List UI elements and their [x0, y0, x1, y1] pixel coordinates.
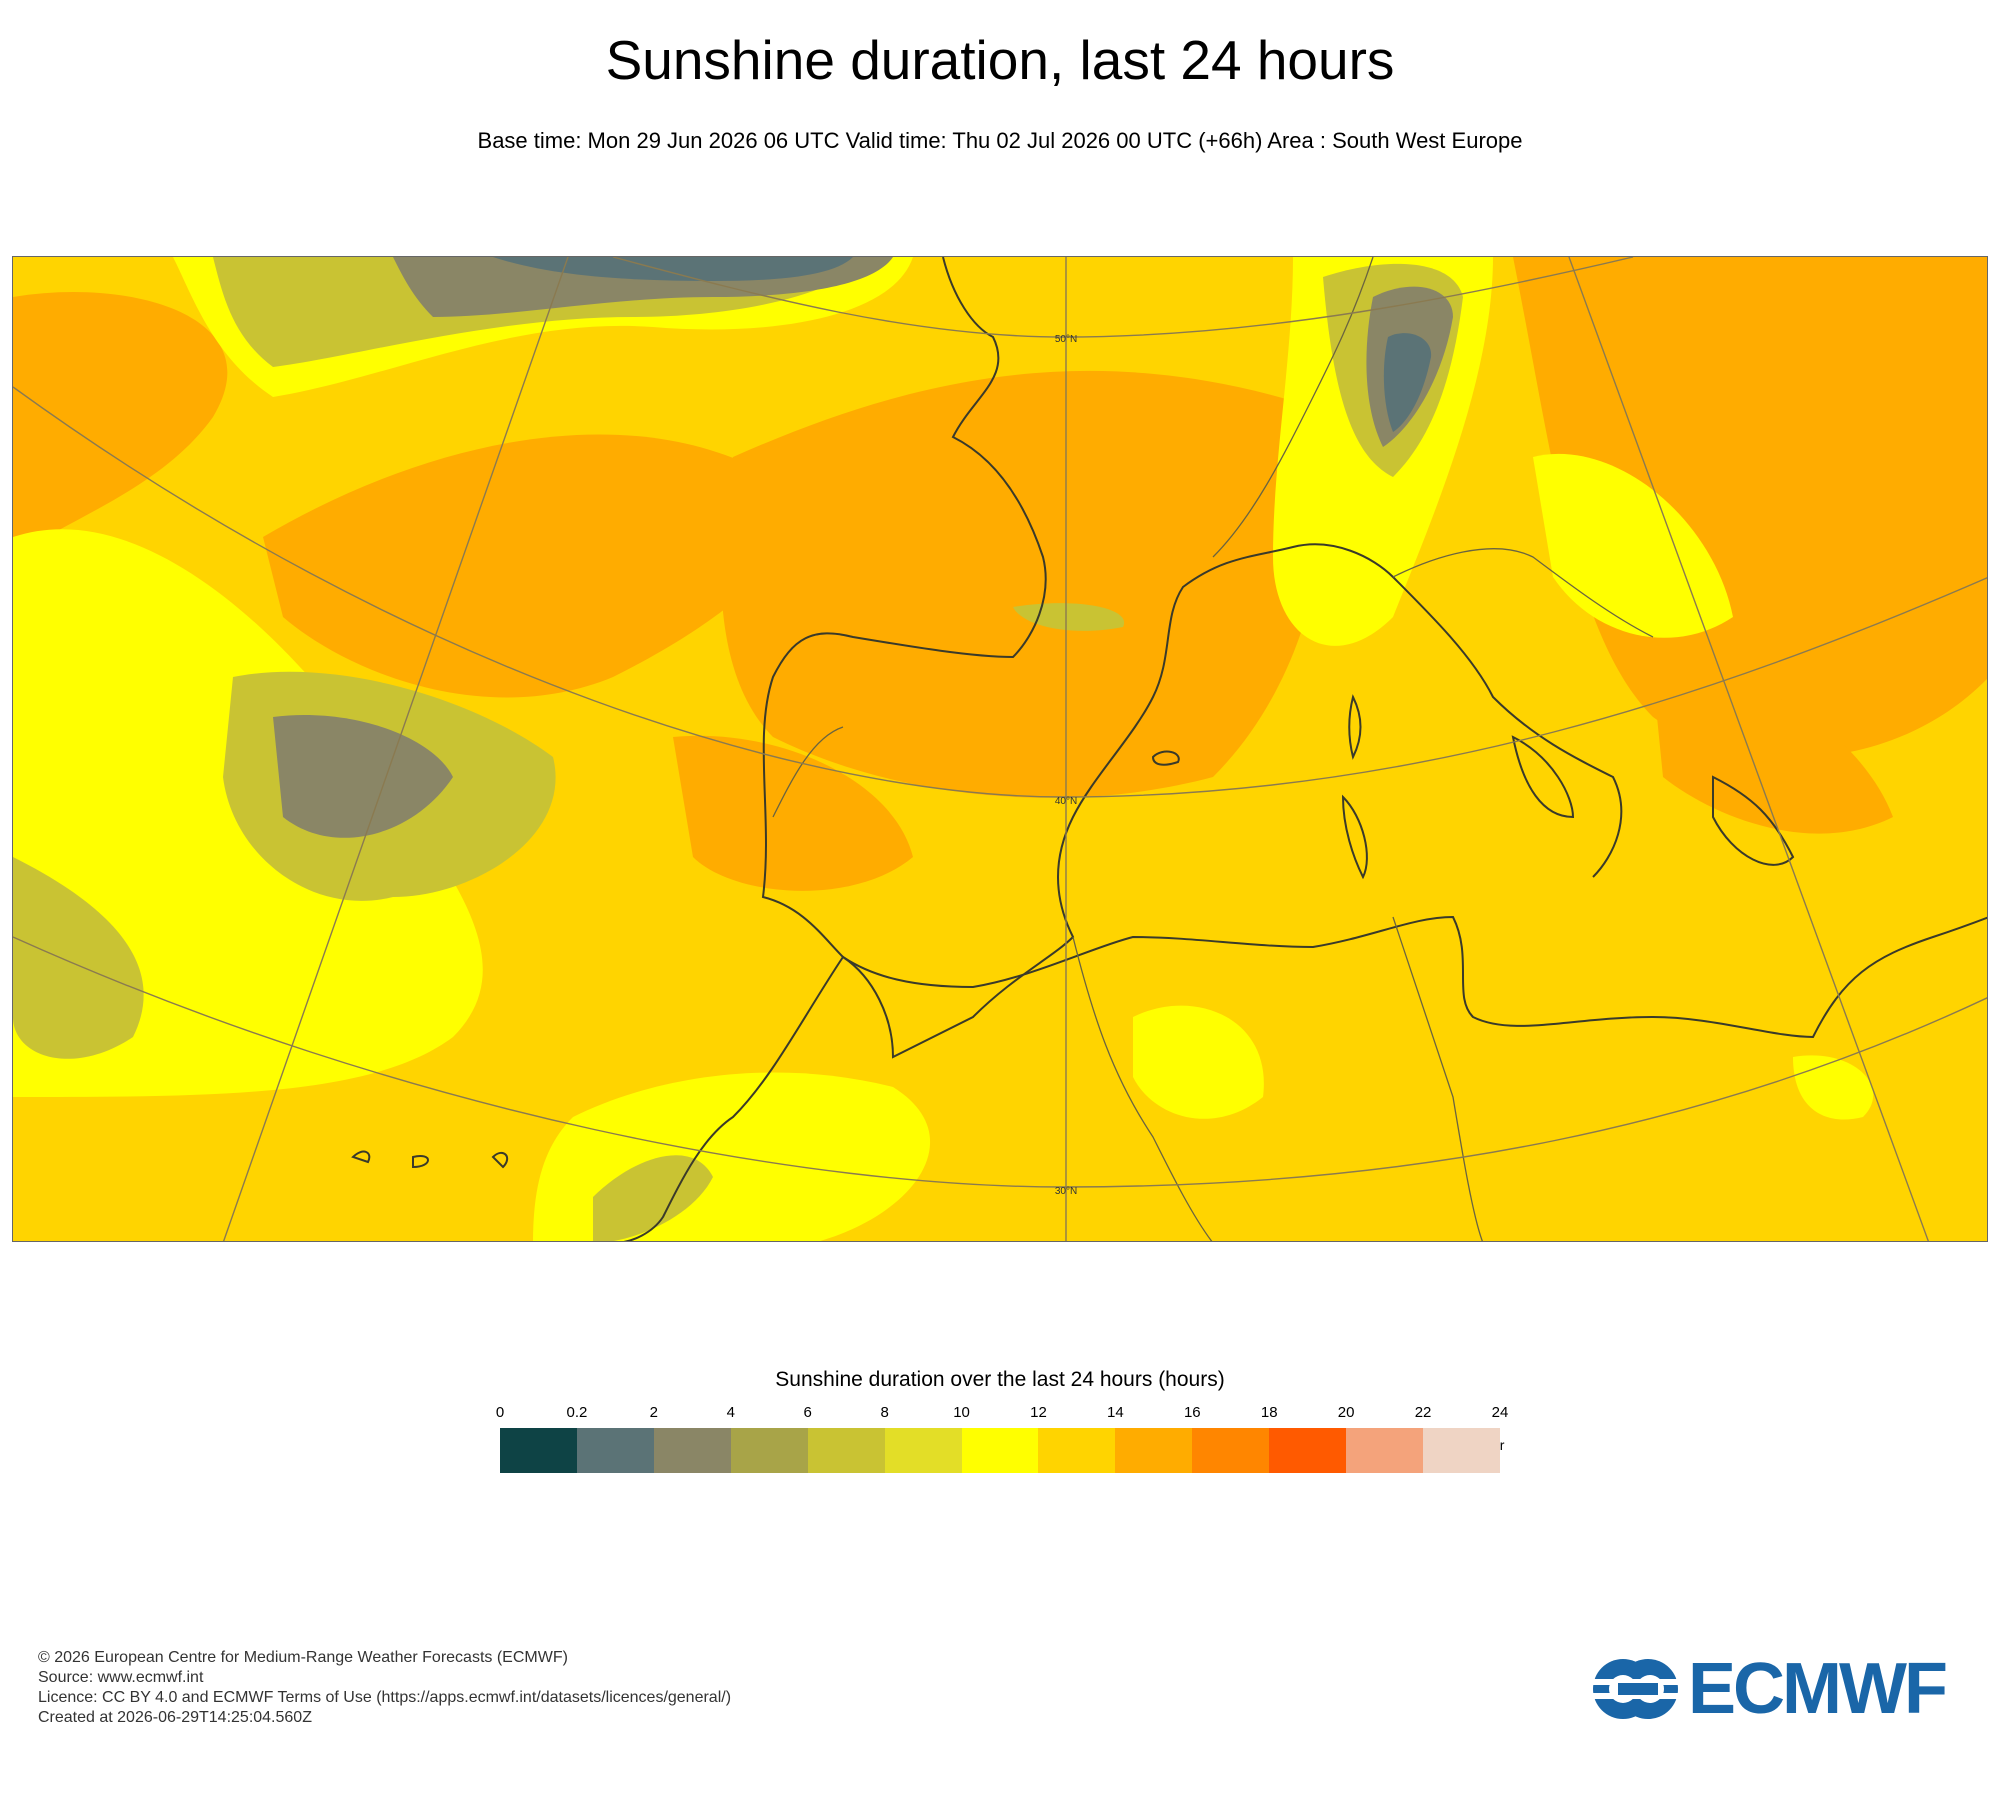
legend-swatch — [653, 1428, 732, 1473]
latitude-label-30n: 30°N — [1055, 1186, 1077, 1197]
legend-tick-label: 20 — [1337, 1404, 1355, 1421]
map-subtitle: Base time: Mon 29 Jun 2026 06 UTC Valid … — [477, 128, 1523, 153]
region-orange — [721, 370, 1325, 798]
legend-swatch — [884, 1428, 963, 1473]
legend-tick-label: 2 — [649, 1404, 659, 1421]
legend-tick-label: 16 — [1183, 1404, 1201, 1421]
legend-tick-label: 10 — [953, 1404, 970, 1421]
parallel-line — [13, 936, 1987, 1188]
border-line — [772, 726, 844, 818]
border-line — [1072, 936, 1213, 1241]
source-text: Source: www.ecmwf.int — [38, 1669, 204, 1686]
sunshine-field: 50°N 40°N 30°N — [13, 257, 1987, 1241]
legend-tick-label: 12 — [1030, 1404, 1047, 1421]
legend-swatch — [1192, 1428, 1270, 1473]
region-grey — [273, 715, 453, 838]
legend-tick-label: 18 — [1260, 1404, 1278, 1421]
legend-swatch — [1423, 1428, 1501, 1473]
legend-tick-label: 0 — [495, 1404, 505, 1421]
legend-tick-label: 0.2 — [566, 1404, 588, 1421]
island-outline — [1348, 694, 1362, 760]
legend-swatch — [1346, 1428, 1424, 1473]
island-outline — [351, 1150, 509, 1169]
legend-tick-label: 4 — [726, 1404, 735, 1421]
forecast-map[interactable]: 50°N 40°N 30°N — [12, 256, 1988, 1242]
map-title: Sunshine duration, last 24 hours — [605, 29, 1395, 91]
graticule — [13, 257, 1987, 1241]
legend-swatch — [500, 1428, 578, 1473]
region-yellow — [1133, 1005, 1264, 1119]
legend-title: Sunshine duration over the last 24 hours… — [775, 1368, 1225, 1391]
legend-tick-label: 22 — [1414, 1404, 1432, 1421]
region-yellow — [1793, 1055, 1874, 1120]
legend-swatch — [730, 1428, 809, 1473]
latitude-label-50n: 50°N — [1055, 334, 1077, 345]
footer-credits: © 2026 European Centre for Medium-Range … — [38, 1648, 731, 1728]
region-orange — [263, 434, 791, 698]
created-text: Created at 2026-06-29T14:25:04.560Z — [38, 1709, 312, 1726]
legend-tick-label: 8 — [880, 1404, 889, 1421]
legend-swatch — [1038, 1428, 1116, 1473]
legend-swatch — [807, 1428, 886, 1473]
coastline-path — [1712, 775, 1795, 866]
meridian-line — [222, 257, 569, 1241]
copyright-text: © 2026 European Centre for Medium-Range … — [38, 1649, 568, 1666]
legend-tick-label: 6 — [803, 1404, 812, 1421]
legend-swatch — [961, 1428, 1039, 1473]
coastline-path — [842, 915, 1987, 1039]
island-outline — [1151, 750, 1180, 766]
region-orange — [13, 292, 228, 557]
legend-tick-label: 14 — [1107, 1404, 1124, 1421]
region-orange — [673, 735, 913, 891]
coastline-path — [1511, 735, 1575, 819]
region-dark-grey — [1383, 333, 1432, 432]
ecmwf-logo-icon — [1588, 1659, 1683, 1719]
legend-tick-label: 24 — [1491, 1404, 1509, 1421]
legend-swatch — [1115, 1428, 1193, 1473]
borders — [772, 257, 1654, 1241]
ecmwf-logo-text: ECMWF — [1688, 1649, 1948, 1729]
legend-swatch — [1269, 1428, 1347, 1473]
island-outline — [1341, 794, 1368, 880]
legend-swatch — [576, 1428, 655, 1473]
border-line — [1392, 916, 1483, 1241]
latitude-label-40n: 40°N — [1055, 796, 1077, 807]
parallel-line — [13, 386, 1987, 798]
region-olive — [13, 857, 144, 1059]
meridian-line — [1568, 257, 1930, 1241]
coastline-path — [622, 956, 844, 1241]
border-line — [1392, 548, 1654, 638]
border-line — [1212, 257, 1374, 558]
licence-text: Licence: CC BY 4.0 and ECMWF Terms of Us… — [38, 1689, 732, 1706]
region-dark-grey — [493, 257, 853, 281]
ecmwf-logo[interactable]: ECMWF — [1588, 1649, 1963, 1729]
parallel-line — [612, 257, 1634, 338]
region-yellow — [1533, 453, 1733, 638]
